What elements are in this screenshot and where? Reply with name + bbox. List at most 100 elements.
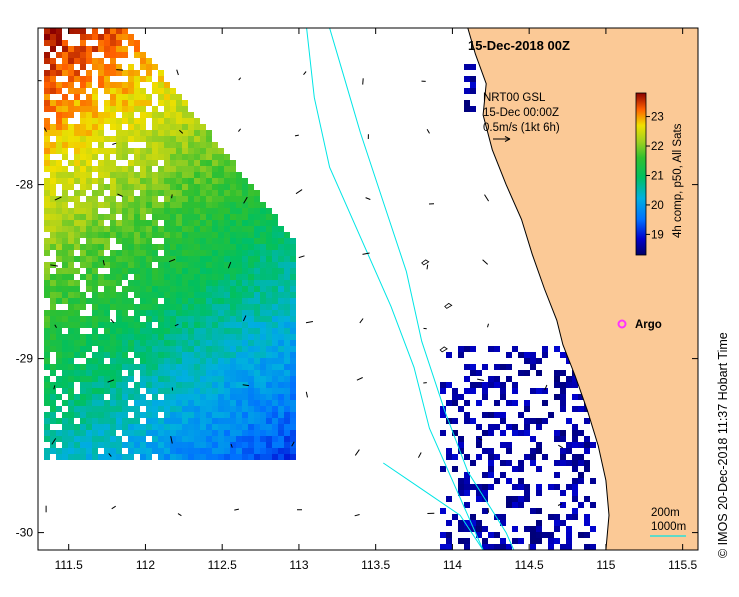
sst-cell xyxy=(506,376,512,382)
sst-cell xyxy=(254,388,260,394)
sst-cell xyxy=(122,412,128,418)
sst-cell xyxy=(248,430,254,436)
sst-cell xyxy=(248,286,254,292)
sst-cell xyxy=(158,340,164,346)
sst-cell xyxy=(110,196,116,202)
sst-cell xyxy=(194,220,200,226)
sst-cell xyxy=(62,112,68,118)
contour-legend-1000m: 1000m xyxy=(651,521,686,533)
sst-cell xyxy=(236,424,242,430)
sst-cell xyxy=(146,346,152,352)
sst-cell xyxy=(218,280,224,286)
sst-cell xyxy=(140,454,146,460)
sst-cell xyxy=(44,106,50,112)
sst-cell xyxy=(122,28,128,34)
sst-cell xyxy=(182,160,188,166)
sst-cell xyxy=(290,394,296,400)
sst-cell xyxy=(50,418,56,424)
sst-cell xyxy=(170,184,176,190)
sst-cell xyxy=(212,280,218,286)
sst-cell xyxy=(254,448,260,454)
sst-cell xyxy=(92,424,98,430)
sst-cell xyxy=(266,424,272,430)
sst-cell xyxy=(92,442,98,448)
sst-cell xyxy=(164,106,170,112)
sst-cell xyxy=(242,286,248,292)
sst-cell xyxy=(50,298,56,304)
sst-cell xyxy=(158,148,164,154)
sst-cell xyxy=(230,172,236,178)
sst-cell xyxy=(128,220,134,226)
sst-cell xyxy=(62,94,68,100)
sst-cell xyxy=(170,124,176,130)
sst-cell xyxy=(188,250,194,256)
sst-cell xyxy=(290,286,296,292)
sst-cell xyxy=(248,340,254,346)
sst-cell xyxy=(212,166,218,172)
sst-cell xyxy=(212,412,218,418)
sst-cell xyxy=(212,232,218,238)
sst-cell xyxy=(182,316,188,322)
sst-cell xyxy=(566,532,572,538)
sst-cell xyxy=(80,130,86,136)
sst-cell xyxy=(170,262,176,268)
sst-cell xyxy=(188,454,194,460)
sst-cell xyxy=(176,178,182,184)
sst-cell xyxy=(188,286,194,292)
sst-cell xyxy=(92,274,98,280)
sst-cell xyxy=(536,418,542,424)
sst-cell xyxy=(578,442,584,448)
sst-cell xyxy=(218,172,224,178)
sst-cell xyxy=(182,424,188,430)
sst-cell xyxy=(92,316,98,322)
sst-cell xyxy=(116,172,122,178)
sst-cell xyxy=(116,442,122,448)
sst-cell xyxy=(104,196,110,202)
sst-cell xyxy=(122,190,128,196)
sst-cell xyxy=(176,412,182,418)
y-tick-label: -28 xyxy=(16,178,34,192)
sst-cell xyxy=(194,412,200,418)
sst-cell xyxy=(200,412,206,418)
sst-cell xyxy=(152,190,158,196)
sst-cell xyxy=(116,46,122,52)
sst-cell xyxy=(272,448,278,454)
sst-cell xyxy=(62,40,68,46)
sst-cell xyxy=(182,304,188,310)
sst-cell xyxy=(512,466,518,472)
sst-cell xyxy=(146,310,152,316)
sst-cell xyxy=(260,214,266,220)
sst-cell xyxy=(134,106,140,112)
sst-cell xyxy=(164,166,170,172)
sst-cell xyxy=(512,526,518,532)
sst-cell xyxy=(44,220,50,226)
sst-cell xyxy=(446,544,452,550)
sst-cell xyxy=(62,442,68,448)
sst-cell xyxy=(530,448,536,454)
sst-cell xyxy=(170,280,176,286)
sst-cell xyxy=(122,226,128,232)
sst-cell xyxy=(170,148,176,154)
sst-cell xyxy=(290,418,296,424)
sst-cell xyxy=(104,376,110,382)
sst-cell xyxy=(164,118,170,124)
sst-cell xyxy=(236,406,242,412)
sst-cell xyxy=(278,316,284,322)
sst-cell xyxy=(98,304,104,310)
sst-cell xyxy=(86,148,92,154)
sst-cell xyxy=(218,202,224,208)
sst-cell xyxy=(68,352,74,358)
sst-cell xyxy=(536,424,542,430)
sst-cell xyxy=(68,76,74,82)
sst-cell xyxy=(578,460,584,466)
sst-cell xyxy=(146,286,152,292)
sst-cell xyxy=(152,310,158,316)
sst-cell xyxy=(176,442,182,448)
sst-cell xyxy=(290,280,296,286)
sst-cell xyxy=(86,262,92,268)
sst-cell xyxy=(164,178,170,184)
sst-cell xyxy=(128,64,134,70)
sst-cell xyxy=(152,112,158,118)
sst-cell xyxy=(200,166,206,172)
sst-cell xyxy=(488,532,494,538)
